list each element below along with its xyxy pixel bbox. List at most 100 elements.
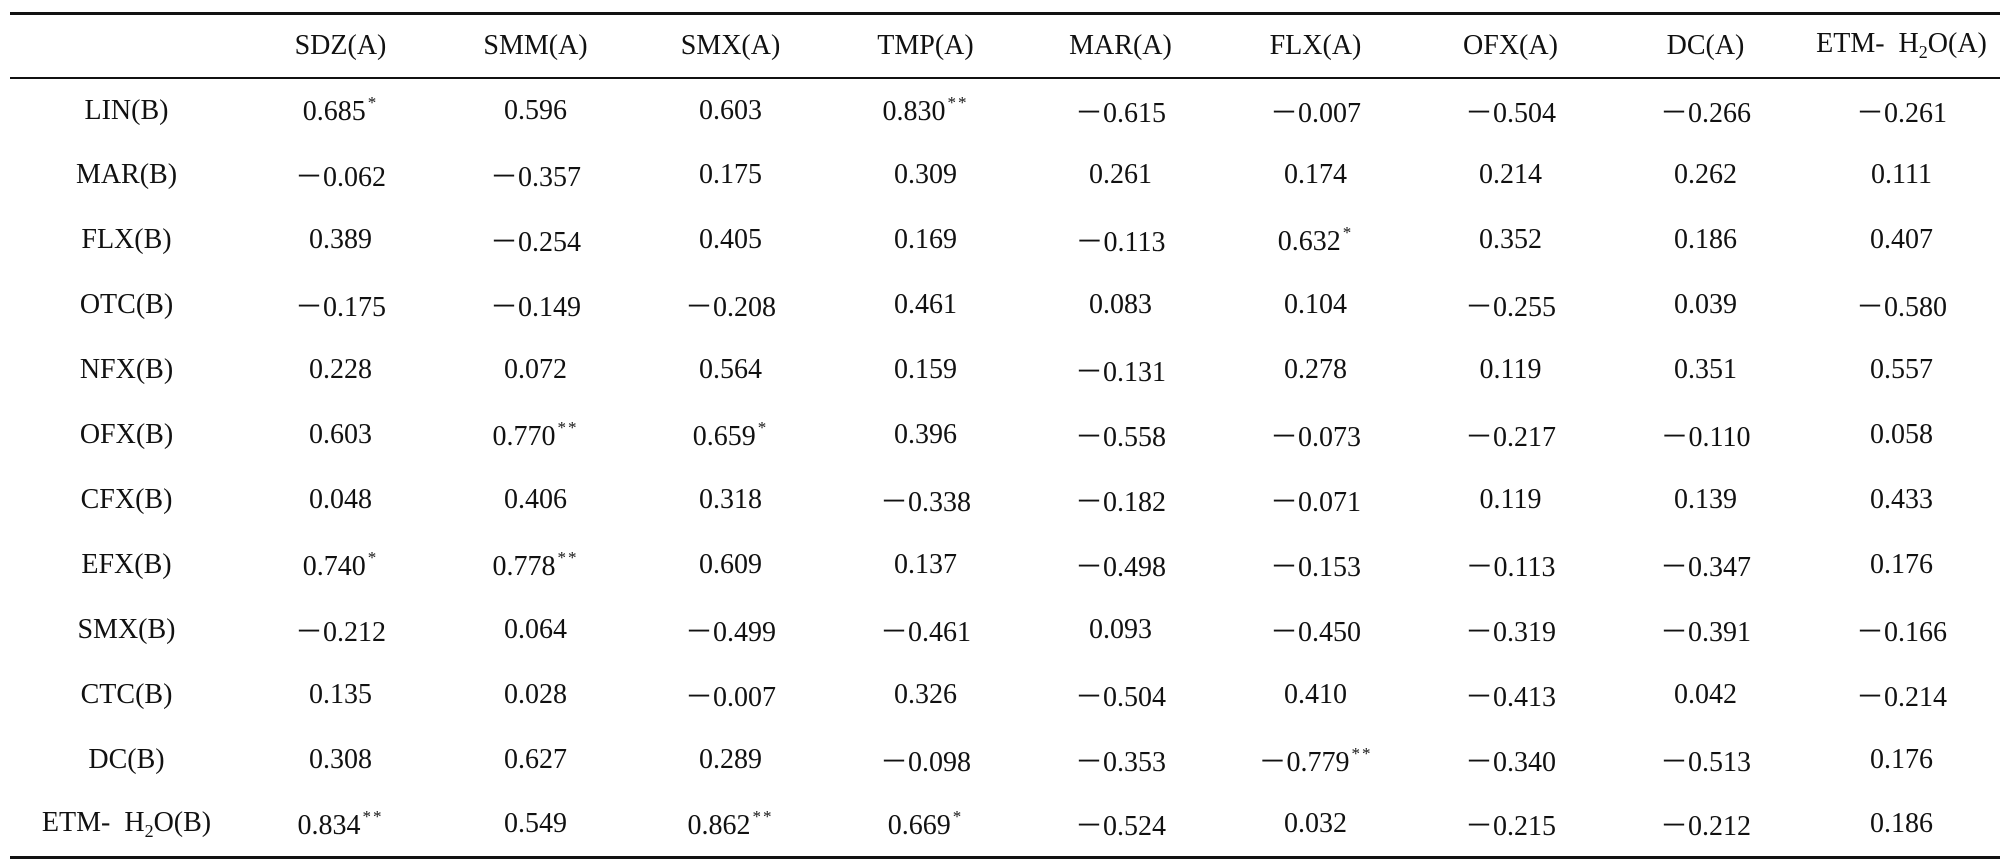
- cell-value: －0.166: [1855, 617, 1947, 648]
- table-cell: －0.338: [828, 468, 1023, 533]
- cell-value: 0.175: [699, 159, 762, 190]
- header-prefix: ETM-: [1816, 28, 1885, 60]
- cell-value: 0.326: [894, 679, 957, 710]
- table-row: EFX(B) 0.740 * 0.778 ** 0.609 0.137 －0.498 －0.15…: [10, 533, 2000, 598]
- table-cell: －0.254: [438, 208, 633, 273]
- cell-value: －0.217: [1464, 422, 1556, 453]
- cell-value: 0.174: [1284, 159, 1347, 190]
- table-cell: 0.557: [1803, 338, 2000, 403]
- cell-value: 0.064: [504, 614, 567, 645]
- cell-value: －0.261: [1855, 97, 1947, 129]
- cell-value: 0.032: [1284, 808, 1347, 840]
- column-header: OFX(A): [1413, 12, 1608, 79]
- cell-value: 0.169: [894, 224, 957, 255]
- table-cell: 0.289: [633, 728, 828, 793]
- table-cell: 0.186: [1608, 208, 1803, 273]
- cell-value: －0.007: [1269, 97, 1361, 129]
- table-cell: －0.266: [1608, 78, 1803, 143]
- table-cell: 0.176: [1803, 533, 2000, 598]
- table-cell: －0.062: [243, 143, 438, 208]
- column-header: SMX(A): [633, 12, 828, 79]
- table-cell: 0.433: [1803, 468, 2000, 533]
- table-cell: －0.208: [633, 273, 828, 338]
- cell-value: 0.407: [1870, 224, 1933, 255]
- cell-value: 0.770: [492, 420, 556, 452]
- row-header: ETM- H2O(B): [10, 792, 243, 859]
- table-row: FLX(B) 0.389 －0.254 0.405 0.169 －0.113 0.632 * 0…: [10, 208, 2000, 273]
- table-row: CTC(B) 0.135 0.028 －0.007 0.326 －0.504 0.410 －0…: [10, 663, 2000, 728]
- cell-value: －0.073: [1269, 422, 1361, 453]
- row-label: FLX(B): [81, 224, 172, 255]
- table-cell: 0.072: [438, 338, 633, 403]
- cell-value: 0.406: [504, 484, 567, 515]
- table-cell: －0.558: [1023, 403, 1218, 468]
- table-cell: 0.461: [828, 273, 1023, 338]
- table-cell: 0.262: [1608, 143, 1803, 208]
- table-cell: 0.214: [1413, 143, 1608, 208]
- table-cell: 0.175: [633, 143, 828, 208]
- table-body: LIN(B) 0.685 * 0.596 0.603 0.830 ** －0.615 －0.00…: [10, 78, 2000, 859]
- cell-value: －0.504: [1074, 682, 1166, 713]
- table-cell: 0.389: [243, 208, 438, 273]
- table-cell: －0.149: [438, 273, 633, 338]
- table-cell: 0.609: [633, 533, 828, 598]
- table-cell: 0.352: [1413, 208, 1608, 273]
- cell-value: 0.405: [699, 224, 762, 255]
- table-cell: －0.615: [1023, 78, 1218, 143]
- table-cell: 0.308: [243, 728, 438, 793]
- table-cell: 0.834 **: [243, 792, 438, 859]
- table-cell: 0.137: [828, 533, 1023, 598]
- cell-value: －0.413: [1464, 682, 1556, 713]
- cell-value: 0.669: [887, 809, 951, 841]
- table-cell: －0.215: [1413, 792, 1608, 859]
- cell-value: －0.504: [1464, 97, 1556, 129]
- table-cell: 0.740 *: [243, 533, 438, 598]
- table-cell: 0.564: [633, 338, 828, 403]
- cell-value: 0.135: [309, 679, 372, 710]
- table-header: SDZ(A) SMM(A) SMX(A) TMP(A) MAR(A) FLX(A…: [10, 12, 2000, 79]
- cell-value: 0.308: [309, 744, 372, 775]
- row-header: CFX(B): [10, 468, 243, 533]
- table-cell: －0.175: [243, 273, 438, 338]
- table-cell: －0.779 **: [1218, 728, 1413, 793]
- cell-value: 0.028: [504, 679, 567, 710]
- table-cell: 0.028: [438, 663, 633, 728]
- table-cell: 0.174: [1218, 143, 1413, 208]
- cell-value: －0.215: [1464, 811, 1556, 843]
- cell-value: 0.309: [894, 159, 957, 190]
- row-label-chem-subscript: 2: [144, 820, 154, 841]
- table-cell: －0.261: [1803, 78, 2000, 143]
- table-cell: 0.659 *: [633, 403, 828, 468]
- cell-value: 0.603: [309, 419, 372, 450]
- cell-value: －0.347: [1659, 552, 1751, 583]
- significance-marker: **: [1351, 744, 1373, 763]
- cell-value: 0.352: [1479, 224, 1542, 255]
- table-cell: －0.450: [1218, 598, 1413, 663]
- cell-value: 0.176: [1870, 549, 1933, 580]
- row-label: LIN(B): [84, 94, 169, 126]
- table-cell: 0.778 **: [438, 533, 633, 598]
- cell-value: －0.113: [1465, 552, 1556, 583]
- cell-value: －0.007: [684, 682, 776, 713]
- cell-value: 0.111: [1871, 159, 1932, 190]
- cell-value: －0.357: [489, 162, 581, 193]
- table-row: DC(B) 0.308 0.627 0.289 －0.098 －0.353 －0.779 **…: [10, 728, 2000, 793]
- cell-value: 0.862: [687, 809, 751, 841]
- table-cell: 0.278: [1218, 338, 1413, 403]
- row-label: OFX(B): [79, 419, 174, 450]
- significance-marker: *: [367, 547, 379, 567]
- cell-value: 0.048: [309, 484, 372, 515]
- table-cell: －0.153: [1218, 533, 1413, 598]
- cell-value: －0.212: [1659, 811, 1751, 843]
- table-row: OTC(B) －0.175 －0.149 －0.208 0.461 0.083 0.104 －…: [10, 273, 2000, 338]
- cell-value: －0.513: [1659, 747, 1751, 778]
- cell-value: －0.498: [1074, 552, 1166, 583]
- column-header: MAR(A): [1023, 12, 1218, 79]
- cell-value: －0.461: [879, 617, 971, 648]
- row-header: MAR(B): [10, 143, 243, 208]
- cell-value: 0.119: [1479, 354, 1542, 385]
- table-cell: －0.319: [1413, 598, 1608, 663]
- table-cell: 0.083: [1023, 273, 1218, 338]
- significance-marker: **: [752, 806, 774, 826]
- cell-value: 0.318: [699, 484, 762, 515]
